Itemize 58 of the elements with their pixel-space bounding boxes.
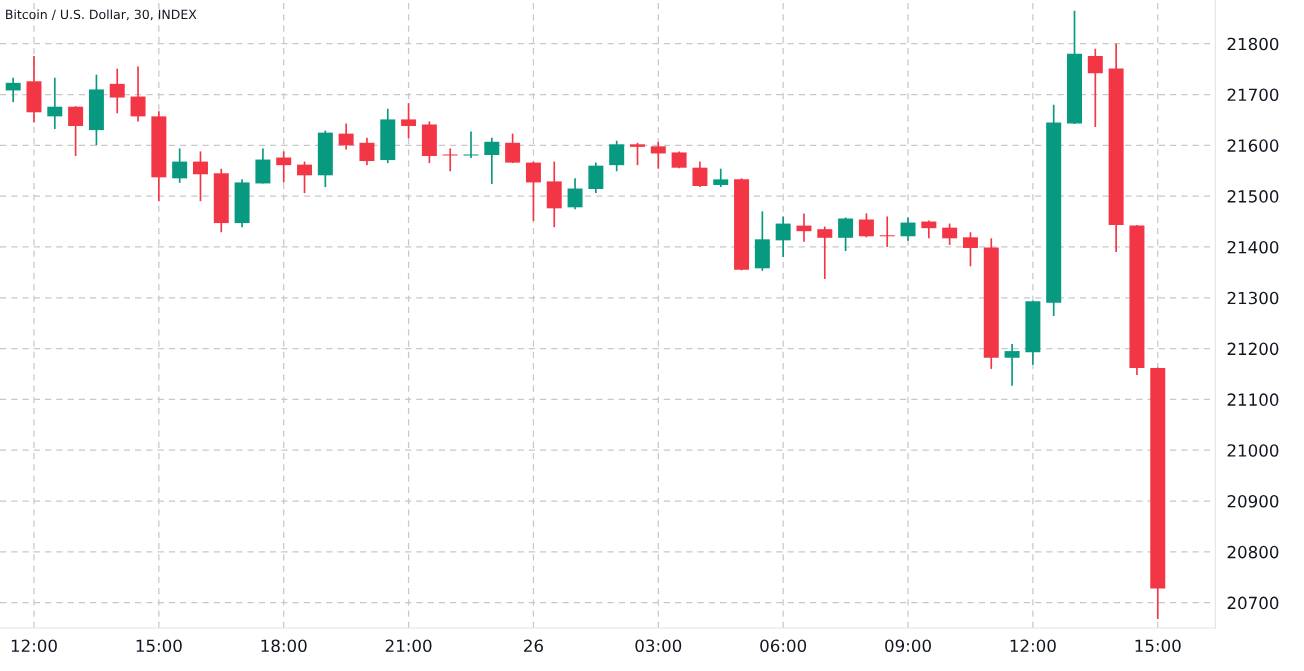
candlestick [5, 76, 21, 103]
candlestick [838, 216, 854, 252]
x-tick-label: 26 [524, 639, 543, 653]
y-tick-label: 21400 [1227, 240, 1279, 254]
candlestick [276, 150, 292, 184]
candlestick [505, 132, 521, 164]
candlestick [338, 122, 354, 151]
y-tick-label: 21600 [1227, 139, 1279, 152]
candlestick [692, 160, 708, 188]
candlestick [463, 130, 479, 159]
candlestick [879, 215, 895, 248]
y-tick-label: 20900 [1227, 494, 1279, 508]
y-tick-label: 21200 [1227, 342, 1279, 356]
y-tick-label: 21800 [1227, 37, 1279, 51]
x-tick-label: 09:00 [885, 639, 931, 653]
candlestick [858, 212, 874, 239]
x-tick-label: 15:00 [1135, 639, 1181, 653]
candlestick [484, 136, 500, 185]
candlestick [817, 225, 833, 280]
x-tick-label: 12:00 [11, 639, 57, 653]
candlestick [130, 65, 146, 123]
candlestick [650, 140, 666, 170]
y-tick-label: 21500 [1227, 190, 1279, 203]
candlestick [401, 102, 417, 140]
x-tick-label: 12:00 [1010, 639, 1056, 653]
x-tick-label: 15:00 [136, 639, 182, 653]
candlestick [68, 105, 84, 157]
candlestick [630, 141, 645, 166]
candlestick [192, 150, 208, 203]
candlestick [255, 147, 271, 185]
candlestick [962, 231, 978, 268]
candlestick [900, 216, 916, 242]
candlestick [1087, 47, 1103, 128]
candlestick [713, 167, 729, 188]
x-tick-label: 21:00 [385, 639, 432, 653]
y-tick-label: 21100 [1227, 393, 1279, 406]
candlestick [359, 136, 375, 166]
y-tick-label: 20700 [1227, 596, 1279, 610]
x-tick-label: 18:00 [261, 639, 307, 653]
candlestick [609, 139, 625, 173]
y-tick-label: 21700 [1227, 88, 1279, 102]
y-tick-label: 20800 [1227, 545, 1279, 559]
candlestick [172, 147, 188, 184]
candlestick [109, 67, 125, 115]
candlestick [942, 222, 958, 246]
candlestick [297, 160, 313, 194]
y-tick-label: 21000 [1227, 444, 1279, 457]
x-tick-label: 06:00 [760, 639, 807, 653]
text: Bitcoin / U.S. Dollar, 30, INDEX [6, 9, 197, 21]
candlestick [775, 215, 791, 258]
candlestick [588, 161, 604, 194]
x-tick-label: 03:00 [635, 639, 682, 653]
candlestick [1004, 343, 1020, 387]
y-tick-label: 21300 [1227, 291, 1279, 305]
candlestick [47, 76, 63, 130]
candlestick [442, 147, 458, 173]
candlestick [567, 177, 583, 211]
candlestick [525, 160, 541, 222]
